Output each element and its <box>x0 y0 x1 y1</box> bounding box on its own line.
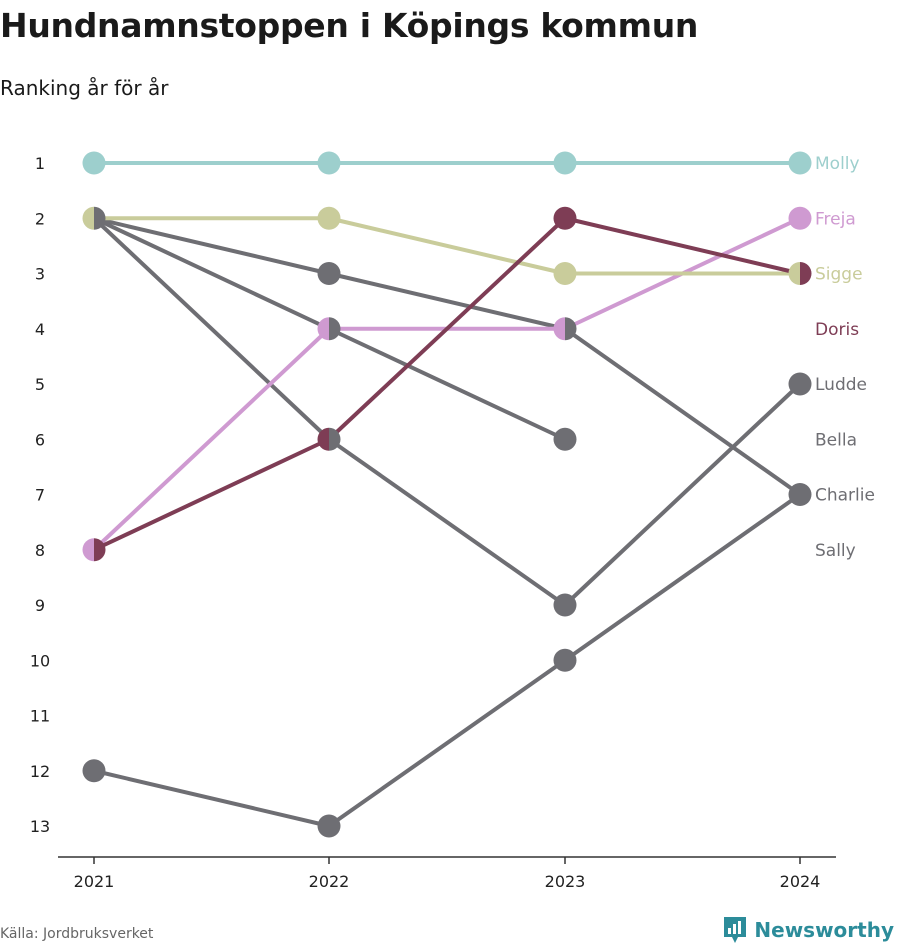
data-point-half <box>317 427 329 451</box>
x-tick-label: 2021 <box>74 872 115 891</box>
chart-subtitle: Ranking år för år <box>0 76 169 100</box>
data-point <box>788 372 812 396</box>
data-point <box>553 593 577 617</box>
end-label-molly: Molly <box>815 154 860 174</box>
end-label-freja: Freja <box>815 209 856 229</box>
data-point-half <box>82 538 94 562</box>
y-tick-label: 3 <box>35 265 45 284</box>
brand-name: Newsworthy <box>754 918 894 942</box>
data-point <box>82 151 106 175</box>
series-line-sigge <box>92 216 802 276</box>
data-point-half <box>329 317 341 341</box>
data-point-half <box>317 317 329 341</box>
data-point <box>553 648 577 672</box>
data-point <box>788 483 812 506</box>
y-tick-label: 6 <box>35 430 45 449</box>
newsworthy-logo-icon <box>724 917 747 943</box>
y-tick-label: 4 <box>35 320 45 339</box>
data-point-half <box>788 262 800 285</box>
data-point-half <box>329 427 341 451</box>
data-point <box>788 151 812 175</box>
end-label-ludde: Ludde <box>815 375 867 395</box>
data-point-half <box>82 206 94 230</box>
y-tick-label: 10 <box>30 651 50 670</box>
data-point <box>553 151 577 175</box>
data-point-half <box>94 206 106 230</box>
y-tick-label: 9 <box>35 596 45 615</box>
y-tick-label: 1 <box>35 154 45 173</box>
data-point <box>788 206 812 230</box>
data-point-half <box>800 262 812 285</box>
data-point <box>317 151 341 175</box>
chart-title: Hundnamnstoppen i Köpings kommun <box>0 6 699 45</box>
y-tick-label: 7 <box>35 486 45 505</box>
x-tick-label: 2023 <box>545 872 586 891</box>
end-label-sigge: Sigge <box>815 265 863 285</box>
data-point <box>553 206 577 230</box>
end-label-charlie: Charlie <box>815 486 875 506</box>
brand-logo: Newsworthy <box>722 915 894 945</box>
x-tick-label: 2024 <box>780 872 821 891</box>
end-label-doris: Doris <box>815 320 859 340</box>
data-point <box>553 427 577 451</box>
data-point-half <box>553 317 565 341</box>
series-line-doris <box>92 216 802 552</box>
series-line-charlie <box>92 492 802 828</box>
series-line-bella <box>92 216 802 497</box>
data-point <box>317 262 341 285</box>
data-point <box>553 262 577 285</box>
data-point-half <box>565 317 577 341</box>
series-line-ludde <box>92 216 802 607</box>
data-point <box>317 814 341 838</box>
data-point <box>317 206 341 230</box>
end-label-sally: Sally <box>815 541 856 561</box>
end-label-bella: Bella <box>815 430 857 450</box>
y-tick-label: 12 <box>30 762 50 781</box>
data-point <box>82 759 106 783</box>
y-tick-label: 2 <box>35 209 45 228</box>
data-point-half <box>94 538 106 562</box>
x-tick-label: 2022 <box>309 872 350 891</box>
source-note: Källa: Jordbruksverket <box>0 926 154 942</box>
y-tick-label: 11 <box>30 707 50 726</box>
y-tick-label: 5 <box>35 375 45 394</box>
y-tick-label: 13 <box>30 817 50 836</box>
y-tick-label: 8 <box>35 541 45 560</box>
